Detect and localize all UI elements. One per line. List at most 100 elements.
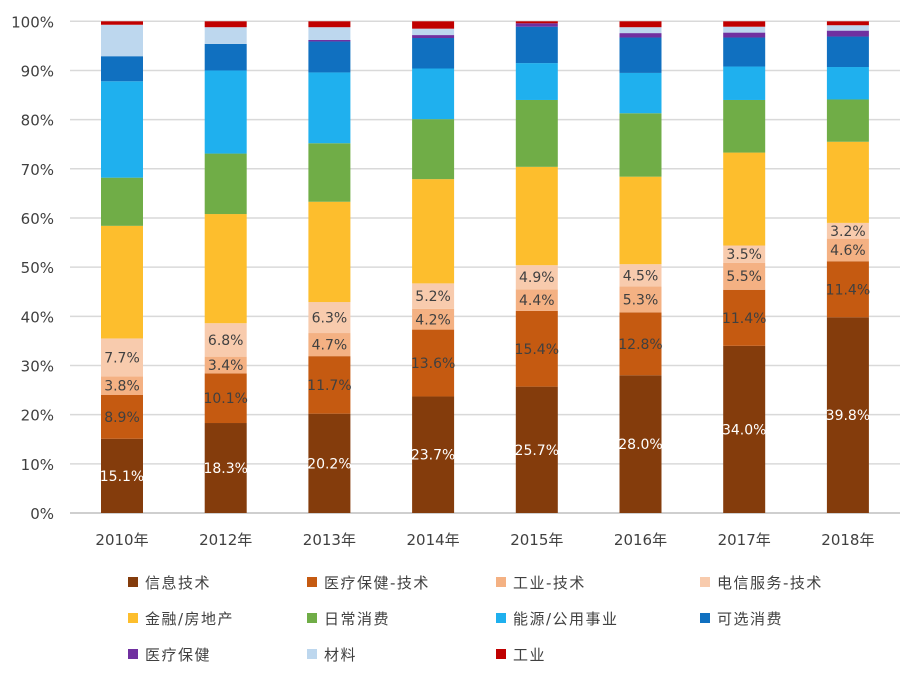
bar-segment [826, 317, 869, 513]
x-tick-label: 2012年 [199, 531, 252, 549]
legend-label: 医疗保健-技术 [324, 574, 430, 592]
data-label: 11.4% [826, 282, 870, 298]
legend-label: 材料 [324, 646, 357, 664]
data-label: 4.4% [519, 293, 555, 309]
bar-segment [204, 21, 247, 28]
data-label: 4.2% [415, 312, 451, 328]
legend-label: 日常消费 [324, 610, 390, 628]
bar-segment [515, 265, 558, 290]
bar-segment [619, 33, 662, 38]
bar-segment [619, 113, 662, 177]
bar-segment [204, 43, 247, 71]
legend-label: 工业 [513, 646, 546, 664]
bar-segment [723, 289, 766, 346]
data-label: 4.5% [623, 268, 659, 284]
bar-segment [515, 23, 558, 27]
data-label: 3.5% [726, 247, 762, 263]
data-label: 8.9% [104, 410, 140, 426]
bar-segment [204, 153, 247, 215]
legend-label: 可选消费 [717, 610, 783, 628]
bar-segment [204, 423, 247, 513]
legend-swatch [496, 613, 506, 623]
bar-segment [412, 179, 455, 284]
bar-segment [619, 72, 662, 114]
data-label: 10.1% [203, 391, 247, 407]
bar-segment [101, 21, 143, 25]
bar-segment [826, 99, 869, 142]
data-label: 23.7% [411, 448, 455, 464]
legend-swatch [700, 577, 710, 587]
bar-segment [515, 21, 558, 24]
legend-swatch [128, 577, 138, 587]
y-tick-label: 30% [21, 357, 54, 375]
bar-segment [826, 21, 869, 26]
y-tick-label: 60% [21, 210, 54, 228]
bar-segment [204, 70, 247, 154]
y-tick-label: 100% [11, 13, 54, 31]
y-tick-label: 0% [30, 505, 54, 523]
x-tick-label: 2015年 [510, 531, 563, 549]
bar-segment [723, 66, 766, 100]
legend-swatch [496, 577, 506, 587]
legend-swatch [307, 649, 317, 659]
bar-segment [204, 356, 247, 374]
legend-swatch [128, 649, 138, 659]
bar-segment [101, 225, 143, 339]
x-tick-label: 2013年 [303, 531, 356, 549]
bar-segment [101, 24, 143, 57]
bar-segment [723, 345, 766, 513]
bar-segment [412, 283, 455, 309]
bar-segment [308, 39, 351, 42]
bar-segment [723, 37, 766, 67]
legend-swatch [128, 613, 138, 623]
bar-segment [723, 26, 766, 33]
data-label: 12.8% [618, 337, 662, 353]
x-tick-label: 2010年 [95, 531, 148, 549]
y-tick-label: 70% [21, 161, 54, 179]
bar-segment [412, 38, 455, 69]
bar-segment [412, 329, 455, 397]
bar-segment [723, 21, 766, 27]
y-tick-label: 40% [21, 308, 54, 326]
data-label: 25.7% [515, 443, 559, 459]
bar-segment [412, 396, 455, 513]
bar-segment [515, 166, 558, 266]
data-label: 11.7% [307, 378, 351, 394]
bar-segment [723, 152, 766, 246]
x-tick-label: 2018年 [821, 531, 874, 549]
bar-segment [308, 413, 351, 513]
x-tick-label: 2016年 [614, 531, 667, 549]
bar-segment [412, 68, 455, 120]
bar-segment [826, 261, 869, 318]
bar-segment [101, 376, 143, 395]
bar-segment [101, 56, 143, 82]
bar-segment [619, 176, 662, 265]
bar-segment [826, 141, 869, 223]
bar-segment [723, 245, 766, 263]
legend-label: 能源/公用事业 [513, 610, 619, 628]
bar-segment [204, 27, 247, 44]
data-label: 5.5% [726, 269, 762, 285]
bar-segment [619, 286, 662, 313]
data-label: 18.3% [203, 461, 247, 477]
bar-segment [308, 201, 351, 303]
y-tick-label: 10% [21, 456, 54, 474]
data-label: 20.2% [307, 456, 351, 472]
legend-label: 信息技术 [145, 574, 211, 592]
data-label: 13.6% [411, 356, 455, 372]
bar-segment [308, 21, 351, 28]
bar-segment [619, 264, 662, 287]
bar-segment [826, 67, 869, 100]
legend-label: 工业-技术 [513, 574, 586, 592]
bar-segment [723, 32, 766, 38]
bar-segment [723, 99, 766, 153]
bar-segment [515, 26, 558, 64]
bar-segment [308, 333, 351, 357]
bar-segment [619, 312, 662, 376]
bar-segment [619, 21, 662, 28]
bar-segment [826, 36, 869, 68]
data-label: 6.8% [208, 333, 244, 349]
data-label: 28.0% [618, 437, 662, 453]
legend-swatch [307, 613, 317, 623]
